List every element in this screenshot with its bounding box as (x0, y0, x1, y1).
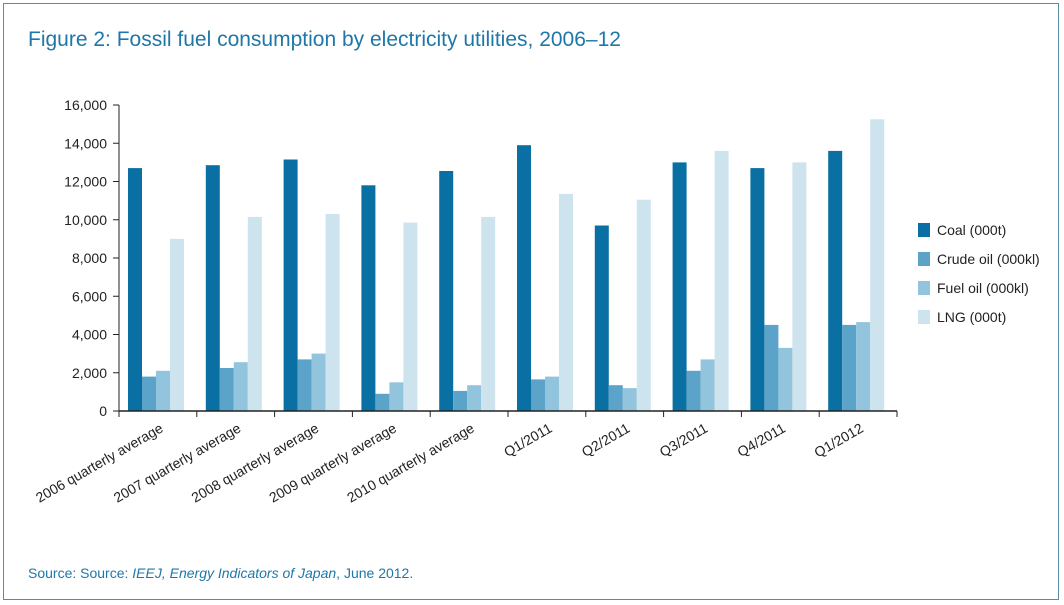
y-tick-label: 16,000 (64, 97, 107, 113)
bar-fuel (156, 370, 170, 411)
legend: Coal (000t) Crude oil (000kl) Fuel oil (00… (918, 222, 1040, 325)
bar-fuel (778, 347, 793, 411)
y-tick-label: 14,000 (64, 135, 107, 151)
legend-swatch-lng (918, 310, 930, 324)
bar-coal (750, 168, 765, 411)
bar-coal (672, 162, 687, 411)
legend-label: Coal (000t) (937, 222, 1006, 238)
bar-coal (205, 165, 220, 411)
y-tick-label: 2,000 (72, 365, 107, 381)
x-tick-label: 2007 quarterly average (111, 420, 244, 506)
legend-label: Fuel oil (000kl) (937, 280, 1029, 296)
source-note: Source: Source: IEEJ, Energy Indicators … (28, 565, 413, 581)
bar-fuel (233, 362, 248, 411)
x-tick-label: 2006 quarterly average (33, 420, 166, 506)
x-tick-label: Q1/2011 (501, 420, 555, 460)
legend-label: LNG (000t) (937, 309, 1006, 325)
bar-lng (325, 214, 340, 411)
legend-label: Crude oil (000kl) (937, 251, 1040, 267)
y-tick-label: 8,000 (72, 250, 107, 266)
bar-fuel (545, 376, 559, 411)
bar-fuel (700, 359, 715, 411)
bar-lng (870, 119, 885, 412)
bar-crude (531, 379, 545, 411)
bar-fuel (856, 322, 871, 411)
bar-lng (403, 222, 418, 411)
bar-crude (608, 385, 623, 411)
bar-lng (170, 238, 184, 411)
legend-swatch-fuel (918, 281, 930, 295)
bar-crude (764, 324, 779, 411)
bar-lng (481, 216, 496, 411)
bar-fuel (622, 388, 637, 411)
y-tick-label: 0 (99, 403, 107, 419)
x-tick-label: Q4/2011 (734, 420, 788, 460)
bar-crude (219, 368, 234, 411)
y-tick-label: 10,000 (64, 212, 107, 228)
x-tick-label: Q3/2011 (657, 420, 711, 460)
y-tick-label: 4,000 (72, 327, 107, 343)
bar-coal (594, 225, 609, 411)
y-axis: 0 2,000 4,000 6,000 8,000 10,000 12,000 14,000 1… (64, 97, 120, 419)
source-publication: IEEJ, Energy Indicators of Japan (132, 565, 337, 581)
source-suffix: , June 2012. (336, 565, 414, 581)
x-tick-label: 2009 quarterly average (266, 420, 399, 506)
y-tick-label: 12,000 (64, 174, 107, 190)
y-tick-label: 6,000 (72, 288, 107, 304)
bar-lng (714, 150, 729, 411)
bar-fuel (467, 385, 482, 411)
bar-crude (297, 359, 312, 411)
chart-title: Figure 2: Fossil fuel consumption by ele… (28, 28, 621, 51)
bar-crude (686, 370, 701, 411)
source-prefix: Source: Source: (28, 565, 133, 581)
bar-fuel (389, 382, 404, 411)
x-tick-label: Q1/2012 (811, 420, 866, 461)
legend-swatch-coal (918, 223, 930, 237)
bar-crude (453, 390, 468, 411)
x-tick-label: Q2/2011 (579, 420, 633, 460)
bar-coal (361, 185, 376, 411)
bar-crude (842, 324, 857, 411)
bar-coal (439, 171, 454, 411)
bar-crude (375, 393, 390, 411)
bar-coal (828, 150, 843, 411)
x-tick-label: 2010 quarterly average (344, 420, 477, 506)
bar-lng (247, 216, 262, 411)
bar-lng (636, 199, 651, 411)
bar-fuel (311, 353, 326, 411)
bar-lng (559, 193, 573, 411)
x-tick-label: 2008 quarterly average (189, 420, 322, 506)
bar-coal (283, 159, 298, 411)
bar-coal (517, 145, 531, 411)
bar-coal (128, 168, 142, 411)
bar-lng (792, 162, 807, 411)
bar-crude (142, 376, 156, 411)
legend-swatch-crude (918, 252, 930, 266)
bars (128, 119, 885, 412)
